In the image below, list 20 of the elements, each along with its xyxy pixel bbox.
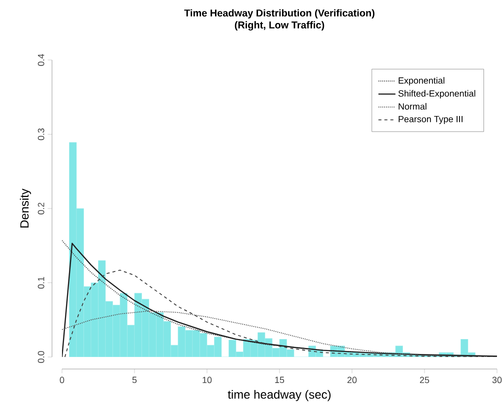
y-tick-label: 0.0	[38, 351, 44, 363]
legend-label: Exponential	[398, 77, 444, 86]
y-axis-title: Density	[20, 188, 32, 228]
y-tick-label: 0.2	[38, 202, 44, 214]
x-tick-label: 25	[420, 376, 430, 384]
x-tick-label: 20	[347, 376, 357, 384]
x-tick-label: 10	[202, 376, 212, 384]
x-tick-label: 0	[60, 376, 64, 384]
x-tick-label: 30	[492, 376, 502, 384]
x-tick-label: 5	[132, 376, 137, 384]
y-tick-label: 0.3	[38, 128, 44, 140]
legend-label: Normal	[398, 103, 426, 110]
y-tick-label: 0.4	[38, 54, 44, 66]
chart-title: Time Headway Distribution (Verification)	[184, 9, 374, 18]
legend-label: Pearson Type III	[398, 116, 462, 124]
x-axis-title: time headway (sec)	[228, 390, 331, 402]
legend-label: Shifted-Exponential	[398, 90, 476, 98]
y-tick-label: 0.1	[38, 276, 44, 289]
x-tick-label: 15	[275, 376, 284, 384]
chart-subtitle: (Right, Low Traffic)	[234, 21, 324, 30]
